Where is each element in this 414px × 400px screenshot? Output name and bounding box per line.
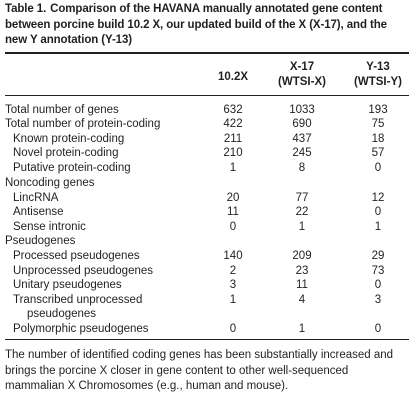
value-10-2x: 20: [226, 192, 240, 204]
value-10-2x: 1: [229, 162, 237, 174]
table-row: Novel protein-coding 210 245 57: [5, 146, 409, 160]
row-label: Total number of protein-coding: [5, 118, 161, 130]
column-header-y-13: Y-13 (WTSI-Y): [354, 61, 402, 88]
column-header-10-2x: 10.2X: [217, 71, 249, 83]
header-rule: [5, 95, 409, 96]
table-row: Processed pseudogenes 140 209 29: [5, 249, 409, 263]
value-x-17: 1033: [289, 104, 315, 116]
top-rule: [5, 52, 409, 54]
row-label: Sense intronic: [13, 221, 86, 233]
row-label: Unitary pseudogenes: [13, 279, 122, 291]
value-10-2x: 11: [227, 206, 239, 218]
row-label: Putative protein-coding: [13, 162, 131, 174]
row-label: Total number of genes: [5, 104, 119, 116]
row-label: Noncoding genes: [5, 177, 95, 189]
value-y-13: 57: [371, 147, 385, 159]
row-label: Polymorphic pseudogenes: [13, 323, 149, 335]
table-row: Total number of protein-coding 422 690 7…: [5, 117, 409, 131]
value-x-17: 690: [292, 118, 312, 130]
row-label: Unprocessed pseudogenes: [13, 265, 154, 277]
value-x-17: 1: [298, 221, 306, 233]
table-number: Table 1.: [5, 3, 47, 15]
table-row: Antisense 11 22 0: [5, 205, 409, 219]
value-x-17: 23: [295, 265, 309, 277]
table-row: Polymorphic pseudogenes 0 1 0: [5, 322, 409, 336]
value-x-17: 4: [298, 294, 306, 306]
row-label: Transcribed unprocessed: [13, 294, 143, 306]
value-y-13: 29: [371, 250, 385, 262]
value-x-17: 209: [292, 250, 312, 262]
table-row: Known protein-coding 211 437 18: [5, 132, 409, 146]
table-footnote: The number of identified coding genes ha…: [5, 349, 394, 392]
table-row: Sense intronic 0 1 1: [5, 220, 409, 234]
value-10-2x: 210: [223, 147, 243, 159]
table-caption: Table 1. Comparison of the HAVANA manuall…: [5, 2, 409, 49]
value-y-13: 75: [371, 118, 385, 130]
caption-text: Comparison of the HAVANA manually annota…: [5, 3, 387, 46]
value-y-13: 0: [374, 162, 382, 174]
value-x-17: 245: [292, 147, 312, 159]
value-x-17: 437: [292, 133, 312, 145]
table-row: Transcribed unprocessed 1 4 3: [5, 293, 409, 307]
value-10-2x: 2: [229, 265, 237, 277]
table-row: LincRNA 20 77 12: [5, 191, 409, 205]
value-10-2x: 422: [223, 118, 243, 130]
value-y-13: 12: [371, 192, 385, 204]
value-10-2x: 3: [229, 279, 237, 291]
table-row: Unitary pseudogenes 3 11 0: [5, 278, 409, 292]
row-label: Processed pseudogenes: [13, 250, 140, 262]
value-10-2x: 1: [229, 294, 237, 306]
row-label: Novel protein-coding: [13, 147, 119, 159]
table-row: Putative protein-coding 1 8 0: [5, 161, 409, 175]
bottom-rule: [5, 339, 409, 340]
value-y-13: 0: [374, 206, 382, 218]
value-x-17: 22: [295, 206, 309, 218]
row-label: Pseudogenes: [5, 235, 76, 247]
value-y-13: 0: [374, 279, 382, 291]
value-x-17: 8: [298, 162, 306, 174]
value-x-17: 11: [296, 279, 308, 291]
value-10-2x: 0: [229, 323, 237, 335]
table-row: Unprocessed pseudogenes 2 23 73: [5, 264, 409, 278]
value-10-2x: 211: [223, 133, 243, 145]
value-10-2x: 140: [223, 250, 243, 262]
value-y-13: 3: [374, 294, 382, 306]
value-y-13: 73: [371, 265, 385, 277]
value-y-13: 18: [371, 133, 385, 145]
table-row-continuation: pseudogenes: [5, 307, 409, 321]
value-x-17: 1: [298, 323, 306, 335]
section-header-row: Noncoding genes: [5, 176, 409, 190]
value-10-2x: 0: [229, 221, 237, 233]
row-label: pseudogenes: [27, 308, 97, 320]
section-header-row: Pseudogenes: [5, 234, 409, 248]
row-label: Known protein-coding: [13, 133, 125, 145]
value-y-13: 1: [374, 221, 382, 233]
value-x-17: 77: [295, 192, 309, 204]
value-y-13: 0: [374, 323, 382, 335]
row-label: LincRNA: [13, 192, 59, 204]
value-y-13: 193: [368, 104, 388, 116]
row-label: Antisense: [13, 206, 64, 218]
value-10-2x: 632: [223, 104, 243, 116]
table-row: Total number of genes 632 1033 193: [5, 103, 409, 117]
column-header-x-17: X-17 (WTSI-X): [278, 61, 326, 88]
